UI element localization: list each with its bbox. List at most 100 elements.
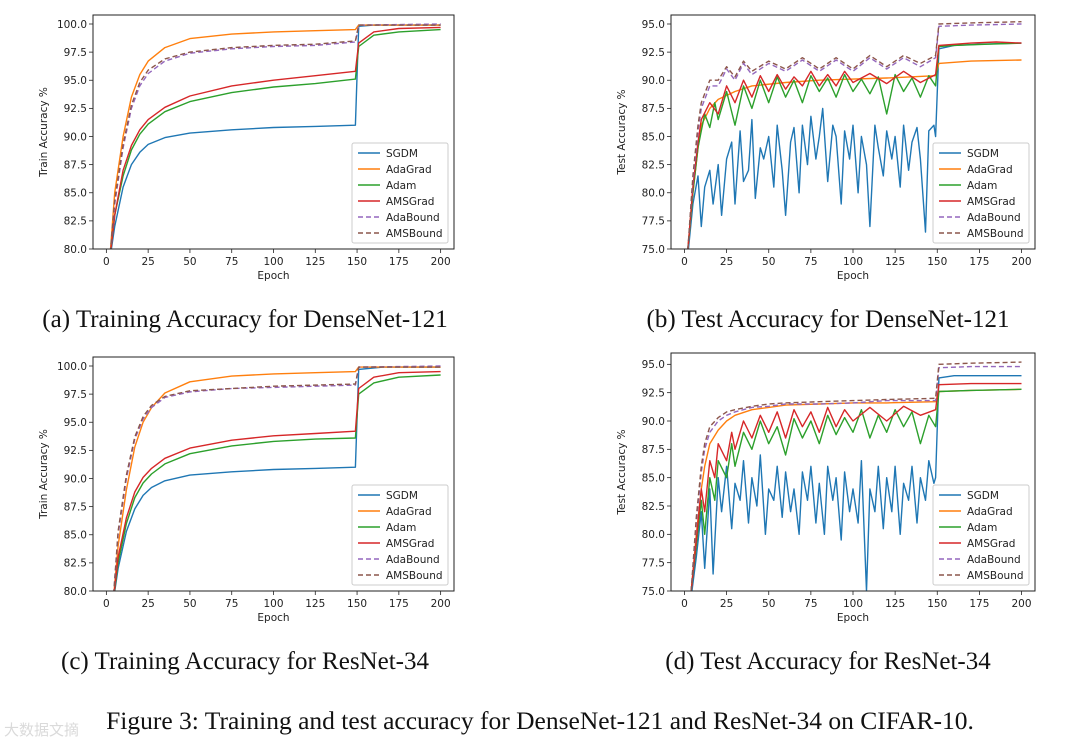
legend-label: AdaGrad [386, 506, 432, 518]
series-line-adabound [687, 23, 1022, 249]
x-tick-label: 75 [804, 256, 817, 268]
x-tick-label: 75 [225, 256, 238, 268]
x-tick-label: 125 [885, 598, 905, 610]
x-tick-label: 150 [927, 598, 947, 610]
y-tick-label: 100.0 [57, 19, 87, 31]
y-tick-label: 95.0 [642, 19, 665, 31]
series-line-adam [687, 42, 1022, 249]
series-line-adabound [110, 23, 441, 249]
series-line-amsbound [109, 24, 441, 249]
x-tick-label: 0 [103, 598, 110, 610]
legend-label: AMSBound [386, 570, 443, 582]
legend-label: AdaGrad [967, 164, 1013, 176]
y-tick-label: 82.5 [642, 159, 665, 171]
x-tick-label: 125 [885, 256, 905, 268]
legend-label: AMSBound [386, 228, 443, 240]
y-tick-label: 90.0 [64, 473, 87, 485]
legend-label: AdaBound [386, 212, 440, 224]
series-line-sgdm [687, 42, 1022, 249]
legend-label: AdaGrad [967, 506, 1013, 518]
series-line-amsbound [690, 361, 1022, 591]
x-axis-label: Epoch [257, 270, 289, 282]
x-tick-label: 100 [263, 256, 283, 268]
legend-box [932, 142, 1030, 244]
y-axis-label: Test Accuracy % [616, 429, 628, 515]
x-tick-label: 100 [263, 598, 283, 610]
x-tick-label: 25 [141, 256, 154, 268]
x-tick-label: 0 [681, 598, 688, 610]
y-tick-label: 87.5 [64, 501, 87, 513]
y-tick-label: 87.5 [642, 444, 665, 456]
caption-d: (d) Test Accuracy for ResNet-34 [665, 648, 991, 675]
chart-c-train-resnet: 0 25 50 75 100 125 150 175 200 80.0 82.5 85.0 87.5 90… [38, 356, 455, 624]
y-tick-label: 92.5 [64, 103, 87, 115]
x-tick-label: 25 [720, 598, 733, 610]
legend-label: AdaGrad [386, 164, 432, 176]
y-axis-label: Test Accuracy % [616, 89, 628, 175]
figure-caption: Figure 3: Training and test accuracy for… [106, 706, 974, 735]
series-line-amsgrad [687, 41, 1022, 249]
series-line-adagrad [113, 366, 441, 591]
legend-box [351, 484, 449, 586]
x-tick-label: 50 [183, 598, 196, 610]
y-tick-label: 82.5 [64, 216, 87, 228]
x-tick-label: 175 [969, 256, 989, 268]
x-tick-label: 200 [431, 598, 451, 610]
legend-label: SGDM [386, 148, 418, 160]
y-tick-label: 100.0 [57, 361, 87, 373]
x-tick-label: 25 [141, 598, 154, 610]
legend-label: AMSBound [967, 228, 1024, 240]
caption-a: (a) Training Accuracy for DenseNet-121 [42, 306, 448, 333]
x-axis-label: Epoch [837, 612, 869, 624]
series-line-adam [113, 374, 441, 591]
x-tick-label: 0 [103, 256, 110, 268]
y-tick-label: 80.0 [642, 529, 665, 541]
y-tick-label: 92.5 [642, 47, 665, 59]
x-tick-label: 150 [347, 256, 367, 268]
legend-label: AMSGrad [386, 196, 434, 208]
y-tick-label: 85.0 [642, 131, 665, 143]
legend-box [351, 142, 449, 244]
x-tick-label: 75 [225, 598, 238, 610]
x-tick-label: 150 [927, 256, 947, 268]
legend-label: Adam [967, 522, 997, 534]
y-tick-label: 95.0 [64, 75, 87, 87]
y-axis-label: Train Accuracy % [38, 87, 50, 178]
y-tick-label: 85.0 [642, 472, 665, 484]
series-line-sgdm [691, 375, 1022, 591]
plot-frame [670, 352, 1036, 592]
y-tick-label: 90.0 [64, 131, 87, 143]
x-tick-label: 50 [183, 256, 196, 268]
y-tick-label: 80.0 [64, 586, 87, 598]
x-tick-label: 100 [843, 256, 863, 268]
series-line-amsgrad [110, 26, 441, 249]
y-tick-label: 82.5 [642, 501, 665, 513]
x-tick-label: 0 [681, 256, 688, 268]
legend-label: SGDM [386, 490, 418, 502]
plot-frame [670, 14, 1036, 250]
x-tick-label: 150 [347, 598, 367, 610]
legend-label: Adam [967, 180, 997, 192]
y-tick-label: 87.5 [64, 159, 87, 171]
legend-label: AMSBound [967, 570, 1024, 582]
watermark-logo: 大数据文摘 [4, 721, 80, 739]
x-axis-label: Epoch [257, 612, 289, 624]
y-tick-label: 95.0 [64, 417, 87, 429]
y-tick-label: 77.5 [642, 216, 665, 228]
plot-frame [92, 14, 455, 250]
y-tick-label: 97.5 [64, 389, 87, 401]
y-tick-label: 75.0 [642, 244, 665, 256]
chart-b-test-densenet: 0 25 50 75 100 125 150 175 200 75.0 77.5 80.0 82.5 85… [616, 14, 1036, 282]
series-line-amsbound [113, 366, 441, 591]
y-axis-label: Train Accuracy % [38, 429, 50, 520]
y-tick-label: 80.0 [64, 244, 87, 256]
legend-box [932, 484, 1030, 586]
y-tick-label: 92.5 [642, 387, 665, 399]
y-tick-label: 85.0 [64, 530, 87, 542]
x-tick-label: 200 [1011, 256, 1031, 268]
y-tick-label: 75.0 [642, 586, 665, 598]
series-line-amsgrad [113, 370, 441, 591]
y-tick-label: 82.5 [64, 558, 87, 570]
y-tick-label: 77.5 [642, 557, 665, 569]
series-line-amsgrad [690, 382, 1022, 591]
